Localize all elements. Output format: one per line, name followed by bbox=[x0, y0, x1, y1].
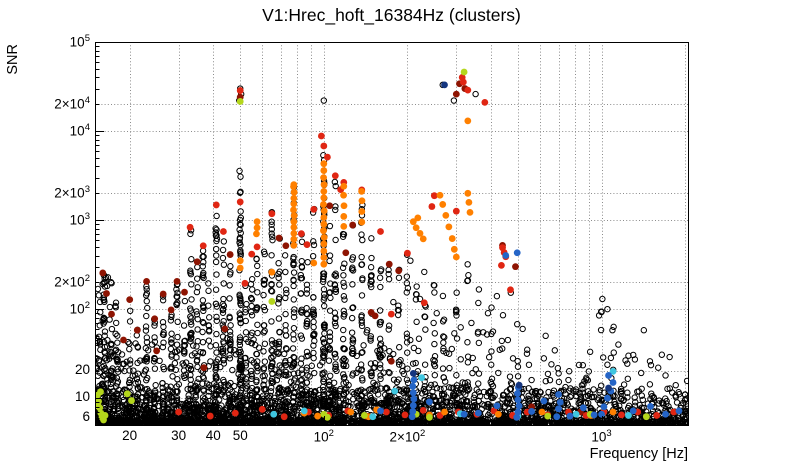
y-tick-label: 2×104 bbox=[54, 95, 90, 112]
x-tick-label: 30 bbox=[171, 428, 187, 443]
y-tick-label: 2×103 bbox=[54, 184, 90, 201]
y-tick-label: 104 bbox=[69, 122, 90, 139]
x-tick-label: 50 bbox=[232, 428, 248, 443]
x-axis-title: Frequency [Hz] bbox=[589, 446, 688, 462]
y-tick-label: 20 bbox=[74, 362, 90, 378]
x-tick-label: 102 bbox=[313, 428, 334, 445]
y-tick-label: 103 bbox=[69, 211, 90, 228]
y-tick-label: 102 bbox=[69, 300, 90, 317]
y-tick-label: 10 bbox=[74, 389, 90, 405]
y-tick-label: 105 bbox=[69, 33, 90, 50]
chart-title: V1:Hrec_hoft_16384Hz (clusters) bbox=[262, 5, 521, 25]
x-tick-label: 40 bbox=[205, 428, 221, 443]
x-tick-label: 2×102 bbox=[389, 428, 426, 445]
y-tick-label: 2×102 bbox=[54, 273, 90, 290]
y-tick-label: 6 bbox=[82, 408, 90, 424]
x-tick-label: 20 bbox=[122, 428, 138, 443]
x-tick-label: 103 bbox=[591, 428, 612, 445]
